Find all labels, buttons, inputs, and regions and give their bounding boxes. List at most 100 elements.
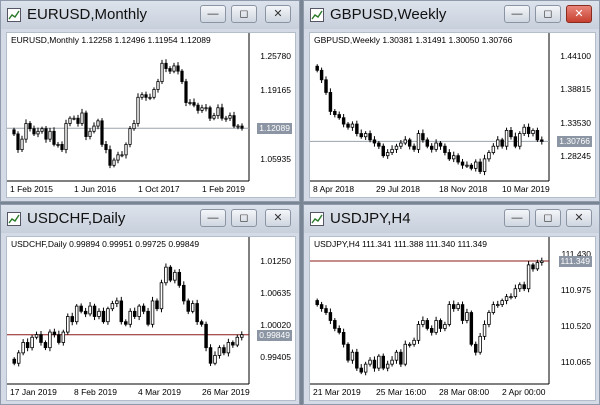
candlestick <box>30 334 34 351</box>
candle-body <box>416 133 421 150</box>
close-button[interactable]: ✕ <box>566 209 592 227</box>
candlestick <box>500 137 504 149</box>
candlestick <box>522 281 526 292</box>
candle-body <box>184 81 188 103</box>
candlestick <box>531 128 535 137</box>
candle-body <box>341 117 346 125</box>
candlestick <box>141 303 146 315</box>
price-chart[interactable] <box>7 33 295 197</box>
current-price-label: 0.99849 <box>257 329 292 341</box>
chart-area[interactable]: GBPUSD,Weekly 1.30381 1.31491 1.30050 1.… <box>309 32 596 198</box>
candlestick <box>76 114 80 127</box>
candle-body <box>403 343 408 365</box>
candlestick <box>315 298 319 307</box>
candle-body <box>504 129 509 147</box>
candle-body <box>188 102 192 104</box>
chart-area[interactable]: EURUSD,Monthly 1.12258 1.12496 1.11954 1… <box>6 32 296 198</box>
candlestick <box>204 104 208 112</box>
candlestick <box>240 331 244 341</box>
price-chart[interactable] <box>310 237 595 400</box>
price-tick-label: 1.00635 <box>260 287 291 298</box>
candle-body <box>460 161 465 166</box>
candle-body <box>399 142 403 147</box>
candlestick <box>12 357 16 366</box>
chart-window-eurusd[interactable]: EURUSD,Monthly — ◻ ✕ EURUSD,Monthly 1.12… <box>0 0 300 202</box>
candlestick <box>390 356 394 367</box>
candle-body <box>44 128 48 140</box>
candle-body <box>72 117 76 120</box>
candle-body <box>487 312 491 325</box>
chart-window-usdchf[interactable]: USDCHF,Daily — ◻ ✕ USDCHF,Daily 0.99894 … <box>0 204 300 405</box>
candlestick <box>416 130 421 153</box>
time-tick-label: 29 Jul 2018 <box>376 184 420 194</box>
candlestick <box>368 130 372 143</box>
candlestick <box>518 282 522 292</box>
candlestick <box>359 129 363 139</box>
maximize-button[interactable]: ◻ <box>231 5 257 23</box>
chart-window-usdjpy[interactable]: USDJPY,H4 — ◻ ✕ USDJPY,H4 111.341 111.38… <box>303 204 600 405</box>
candle-body <box>509 296 513 299</box>
time-tick-label: 8 Feb 2019 <box>74 387 118 397</box>
title-bar[interactable]: USDJPY,H4 — ◻ ✕ <box>304 205 599 233</box>
maximize-button[interactable]: ◻ <box>231 209 257 227</box>
candle-body <box>447 304 452 325</box>
close-button[interactable]: ✕ <box>265 5 291 23</box>
candlestick <box>72 115 76 121</box>
candle-body <box>381 145 385 157</box>
candle-body <box>350 351 355 361</box>
candle-body <box>451 304 456 309</box>
close-button[interactable]: ✕ <box>265 209 291 227</box>
minimize-button[interactable]: — <box>504 5 530 23</box>
price-chart[interactable] <box>310 33 595 197</box>
candle-body <box>496 304 500 306</box>
chart-info-line: USDJPY,H4 111.341 111.388 111.340 111.34… <box>314 239 487 249</box>
candle-body <box>88 305 92 315</box>
candle-body <box>394 351 399 361</box>
candle-body <box>236 125 240 128</box>
candlestick <box>394 349 399 364</box>
candle-body <box>469 312 474 345</box>
maximize-button[interactable]: ◻ <box>535 209 561 227</box>
candlestick <box>504 293 509 305</box>
chart-window-gbpusd[interactable]: GBPUSD,Weekly — ◻ ✕ GBPUSD,Weekly 1.3038… <box>303 0 600 202</box>
candle-body <box>208 107 212 119</box>
candlestick <box>394 143 399 153</box>
candle-body <box>182 284 186 302</box>
minimize-button[interactable]: — <box>200 209 226 227</box>
candle-body <box>518 133 522 147</box>
candlestick <box>120 151 124 158</box>
close-button[interactable]: ✕ <box>566 5 592 23</box>
candlestick <box>333 109 337 118</box>
candle-body <box>540 260 544 263</box>
candle-body <box>159 282 164 310</box>
candle-body <box>204 107 208 110</box>
candlestick <box>231 340 235 348</box>
candlestick <box>337 111 341 120</box>
candlestick <box>108 145 112 169</box>
candlestick <box>324 76 328 95</box>
candle-body <box>119 300 124 323</box>
maximize-button[interactable]: ◻ <box>535 5 561 23</box>
minimize-button[interactable]: — <box>200 5 226 23</box>
chart-area[interactable]: USDCHF,Daily 0.99894 0.99951 0.99725 0.9… <box>6 236 296 401</box>
title-bar[interactable]: EURUSD,Monthly — ◻ ✕ <box>1 1 299 29</box>
candlestick <box>456 302 460 311</box>
candle-body <box>156 81 160 90</box>
candle-body <box>208 347 213 364</box>
title-bar[interactable]: USDCHF,Daily — ◻ ✕ <box>1 205 299 233</box>
candle-body <box>144 94 148 98</box>
candle-body <box>359 367 363 373</box>
price-chart[interactable] <box>7 237 295 400</box>
minimize-button[interactable]: — <box>504 209 530 227</box>
candlestick <box>116 151 120 164</box>
candle-body <box>509 129 513 138</box>
candlestick <box>460 158 465 169</box>
candlestick <box>469 163 474 171</box>
title-bar[interactable]: GBPUSD,Weekly — ◻ ✕ <box>304 1 599 29</box>
candle-body <box>337 114 341 119</box>
candlestick <box>447 149 452 161</box>
candlestick <box>44 125 48 143</box>
candlestick <box>496 136 500 150</box>
chart-area[interactable]: USDJPY,H4 111.341 111.388 111.340 111.34… <box>309 236 596 401</box>
candlestick <box>377 141 381 150</box>
